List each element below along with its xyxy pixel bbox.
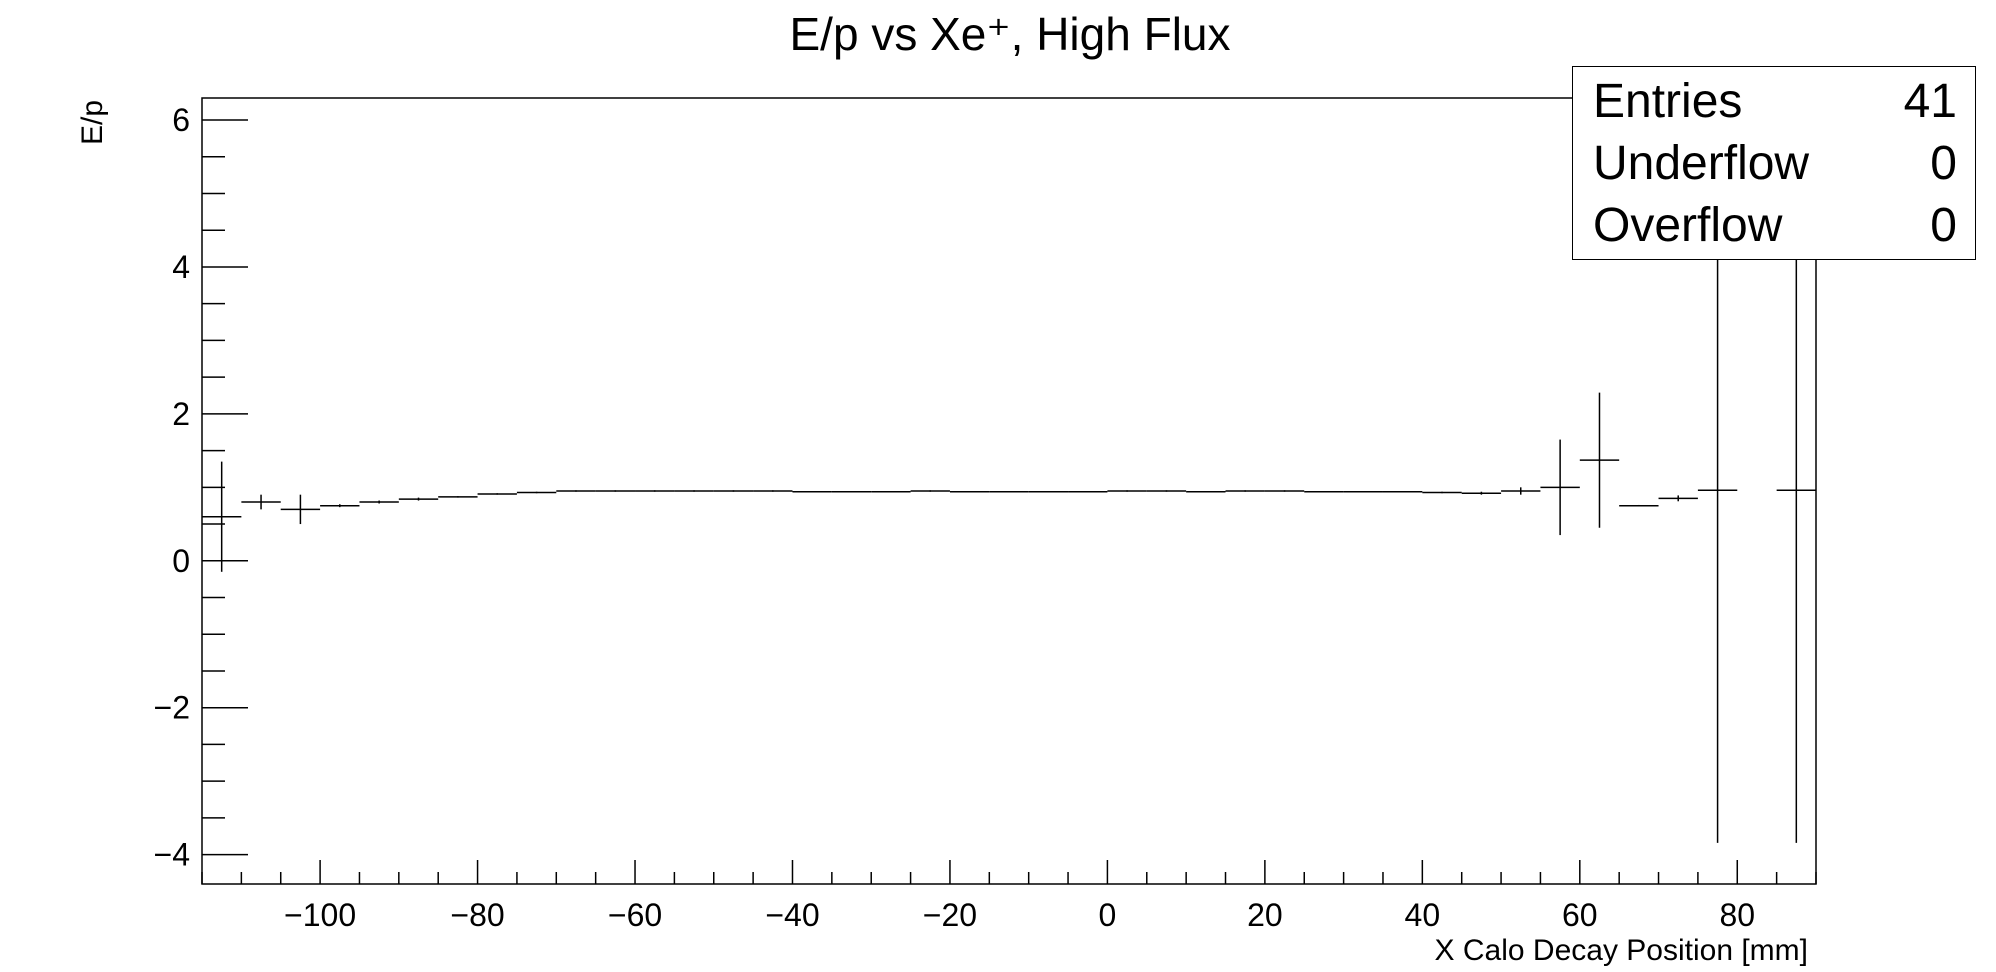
data-point	[1579, 392, 1620, 528]
data-point	[1619, 504, 1659, 507]
stats-key: Overflow	[1593, 199, 1783, 252]
data-point	[1501, 487, 1541, 495]
data-point	[477, 493, 517, 495]
x-tick-label: −60	[608, 897, 662, 933]
stats-value: 0	[1930, 199, 1957, 252]
data-point	[1028, 490, 1069, 493]
data-point	[241, 494, 281, 510]
stats-key: Entries	[1593, 75, 1743, 128]
y-tick-label: 6	[172, 102, 190, 138]
stats-key: Underflow	[1593, 137, 1810, 190]
x-axis-label: X Calo Decay Position [mm]	[1435, 934, 1808, 967]
stats-row-entries: Entries 41	[1593, 71, 1957, 133]
data-point	[1146, 490, 1187, 492]
data-point	[792, 490, 832, 493]
x-tick-label: −40	[765, 897, 819, 933]
data-point	[674, 490, 714, 492]
data-point	[556, 490, 596, 492]
data-point	[871, 490, 911, 493]
data-point	[1304, 490, 1344, 493]
x-tick-label: 20	[1247, 897, 1283, 933]
data-point	[280, 494, 321, 525]
stats-row-overflow: Overflow 0	[1593, 195, 1957, 257]
data-point	[1068, 490, 1108, 493]
x-tick-label: 60	[1562, 897, 1598, 933]
y-tick-label: 4	[172, 249, 190, 285]
data-point	[989, 490, 1029, 493]
x-tick-label: 0	[1099, 897, 1117, 933]
data-point	[1540, 439, 1580, 536]
y-tick-label: 0	[172, 543, 190, 579]
data-point	[595, 490, 636, 492]
x-tick-label: −100	[284, 897, 356, 933]
chart-title: E/p vs Xe⁺, High Flux	[790, 8, 1231, 60]
x-tick-label: −20	[923, 897, 977, 933]
data-point	[320, 504, 360, 508]
x-axis: −100 −80 −60 −40 −20 0 20 40 60 80	[201, 860, 1817, 933]
data-point	[1461, 491, 1502, 495]
y-axis-label: E/p	[76, 100, 109, 145]
data-point	[202, 461, 242, 572]
data-point	[359, 500, 399, 504]
x-tick-label: 80	[1719, 897, 1755, 933]
data-point	[1343, 490, 1383, 493]
data-point	[1107, 490, 1147, 492]
data-point	[949, 490, 990, 493]
data-point	[438, 496, 478, 498]
data-point	[1264, 490, 1305, 492]
x-tick-label: 40	[1405, 897, 1441, 933]
data-point	[831, 490, 872, 493]
y-tick-label: 2	[172, 396, 190, 432]
stats-box: Entries 41 Underflow 0 Overflow 0	[1572, 66, 1976, 260]
data-point	[1658, 495, 1698, 502]
y-tick-label: −2	[154, 690, 190, 726]
data-point	[1422, 491, 1462, 494]
data-point	[516, 491, 557, 494]
data-point	[635, 490, 675, 492]
data-point	[713, 490, 754, 492]
data-point	[753, 490, 793, 492]
data-point	[1225, 490, 1265, 492]
stats-row-underflow: Underflow 0	[1593, 133, 1957, 195]
data-point	[910, 490, 950, 492]
y-tick-label: −4	[154, 837, 190, 873]
y-axis: −4 −2 0 2 4 6	[154, 102, 248, 873]
x-tick-label: −80	[450, 897, 504, 933]
data-point	[1186, 490, 1226, 493]
data-point	[398, 497, 439, 501]
data-point	[1382, 490, 1423, 493]
stats-value: 41	[1903, 75, 1957, 128]
stats-value: 0	[1930, 137, 1957, 190]
